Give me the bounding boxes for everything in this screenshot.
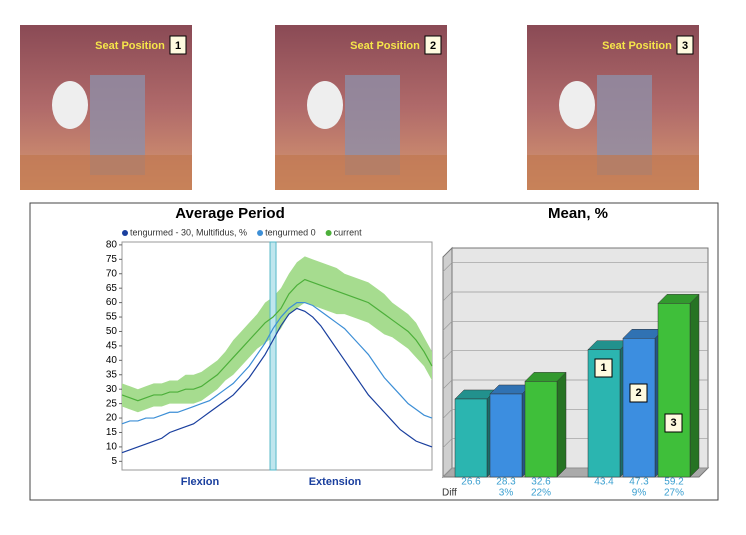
y-tick-label: 30 <box>106 384 118 395</box>
legend-marker <box>257 230 264 236</box>
bar-tag: 3 <box>670 417 676 429</box>
person <box>307 81 343 129</box>
y-tick-label: 35 <box>106 369 118 380</box>
y-tick-label: 70 <box>106 268 118 279</box>
bar <box>489 393 523 478</box>
diff-title: Diff <box>442 488 457 499</box>
diff-label: 9% <box>632 488 647 499</box>
floor <box>527 155 699 190</box>
y-tick-label: 10 <box>106 442 118 453</box>
y-tick-label: 5 <box>111 456 117 467</box>
photo-number-box <box>424 35 442 55</box>
y-tick-label: 45 <box>106 341 118 352</box>
value-label: 26.6 <box>461 477 481 488</box>
photo-label: Seat Position <box>602 40 672 52</box>
photo-number-box <box>169 35 187 55</box>
person <box>559 81 595 129</box>
y-tick-label: 60 <box>106 297 118 308</box>
y-tick-label: 20 <box>106 413 118 424</box>
bar-tag: 1 <box>600 362 606 374</box>
diff-label: 3% <box>499 488 514 499</box>
side-wall <box>442 246 453 479</box>
y-tick-label: 65 <box>106 283 118 294</box>
y-tick-label: 55 <box>106 312 118 323</box>
photo-label: Seat Position <box>350 40 420 52</box>
bar-tag: 2 <box>635 387 641 399</box>
grid-line <box>442 291 708 302</box>
photo-number: 3 <box>682 40 688 52</box>
floor <box>275 155 447 190</box>
y-tick-label: 80 <box>106 240 118 251</box>
y-tick-label: 50 <box>106 326 118 337</box>
plot-area <box>121 241 433 471</box>
floor <box>20 155 192 190</box>
photo-number: 1 <box>175 40 181 52</box>
annotation: Flexion <box>181 476 220 488</box>
legend-label: current <box>334 227 363 237</box>
divider <box>269 241 277 471</box>
chart-title: Average Period <box>175 205 285 222</box>
y-tick-label: 15 <box>106 427 118 438</box>
legend-marker <box>122 230 128 236</box>
bar-tag-box <box>594 358 613 378</box>
y-tick-label: 25 <box>106 398 118 409</box>
photo-number-box <box>676 35 694 55</box>
value-label: 28.3 <box>496 477 516 488</box>
series-line <box>121 278 433 402</box>
value-label: 59.2 <box>664 477 684 488</box>
photo-label: Seat Position <box>95 40 165 52</box>
grid-line <box>442 262 708 272</box>
chart-title: Mean, % <box>548 205 608 222</box>
y-tick-label: 40 <box>106 355 118 366</box>
bar-tag-box <box>664 413 683 433</box>
diff-label: 22% <box>531 488 551 499</box>
value-label: 32.6 <box>531 477 551 488</box>
bar <box>524 381 558 478</box>
photo-number: 2 <box>430 40 436 52</box>
legend-marker <box>325 230 332 236</box>
annotation: Extension <box>309 476 362 488</box>
bar <box>454 398 488 478</box>
error-band <box>122 256 432 413</box>
y-tick-label: 75 <box>106 254 118 265</box>
diff-label: 27% <box>664 488 684 499</box>
bar <box>622 338 656 478</box>
series-line <box>121 307 433 454</box>
bar-tag-box <box>629 383 648 403</box>
series-line <box>121 302 433 425</box>
person <box>52 81 88 129</box>
legend-label: tengurmed 0 <box>265 227 316 237</box>
bar <box>657 303 691 478</box>
bar-side <box>689 293 700 478</box>
value-label: 47.3 <box>629 477 649 488</box>
legend-label: tengurmed - 30, Multifidus, % <box>130 227 247 237</box>
grid-line <box>442 320 708 331</box>
value-label: 43.4 <box>594 477 614 488</box>
bar-side <box>556 371 567 478</box>
